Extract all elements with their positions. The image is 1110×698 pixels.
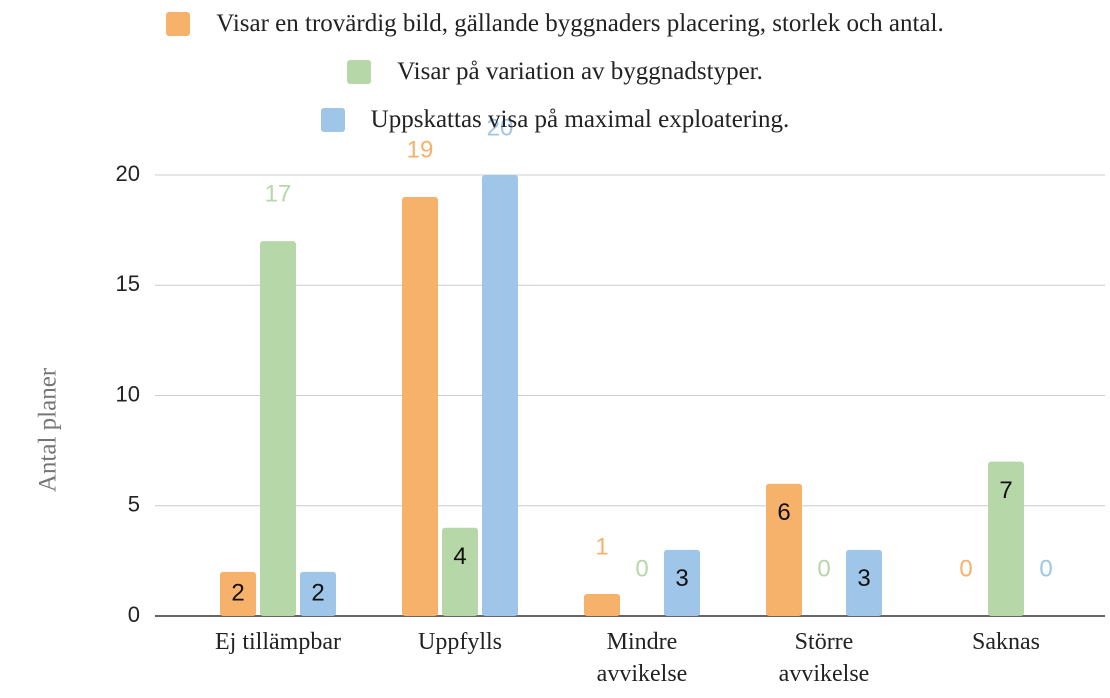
x-tick-label: Saknas [972, 629, 1040, 655]
data-label: 0 [959, 555, 972, 582]
y-tick-label: 0 [128, 602, 140, 627]
bar [584, 593, 620, 616]
bar [766, 483, 802, 616]
bar [402, 197, 438, 617]
x-tick-label: Större avvikelse [778, 629, 870, 687]
legend-label: Uppskattas visa på maximal exploatering. [370, 106, 790, 133]
bar [482, 175, 518, 616]
data-label: 20 [487, 114, 514, 141]
bar [846, 549, 882, 616]
y-axis-title: Antal planer [35, 367, 62, 492]
data-label: 2 [311, 579, 324, 606]
x-tick-label: Ej tillämpbar [215, 629, 341, 655]
x-tick-label: Mindre avvikelse [596, 629, 688, 687]
bar [220, 571, 256, 616]
legend-item: Visar en trovärdig bild, gällande byggna… [166, 0, 944, 48]
data-label: 0 [1039, 555, 1052, 582]
legend-item: Visar på variation av byggnadstyper. [347, 48, 763, 96]
y-tick-label: 20 [116, 161, 140, 186]
y-tick-label: 15 [116, 271, 140, 296]
legend-swatch [320, 108, 345, 132]
legend: Visar en trovärdig bild, gällande byggna… [0, 0, 1110, 144]
data-label: 3 [675, 565, 688, 592]
legend-swatch [347, 60, 372, 84]
data-label: 2 [231, 579, 244, 606]
y-tick-label: 10 [116, 381, 140, 406]
data-label: 7 [999, 477, 1012, 504]
data-label: 1 [595, 533, 608, 560]
legend-label: Visar på variation av byggnadstyper. [397, 58, 763, 85]
data-label: 0 [635, 555, 648, 582]
bar [664, 549, 700, 616]
data-label: 19 [407, 136, 434, 163]
data-label: 17 [265, 180, 292, 207]
x-tick-label: Uppfylls [418, 629, 502, 655]
data-label: 4 [453, 543, 466, 570]
legend-label: Visar en trovärdig bild, gällande byggna… [216, 10, 944, 37]
y-tick-label: 5 [128, 492, 140, 517]
legend-item: Uppskattas visa på maximal exploatering. [320, 96, 790, 144]
data-label: 6 [777, 499, 790, 526]
bar [300, 571, 336, 616]
bar [442, 527, 478, 616]
legend-swatch [166, 12, 191, 36]
bar [260, 241, 296, 616]
data-label: 0 [817, 555, 830, 582]
data-label: 3 [857, 565, 870, 592]
bar [988, 461, 1024, 616]
